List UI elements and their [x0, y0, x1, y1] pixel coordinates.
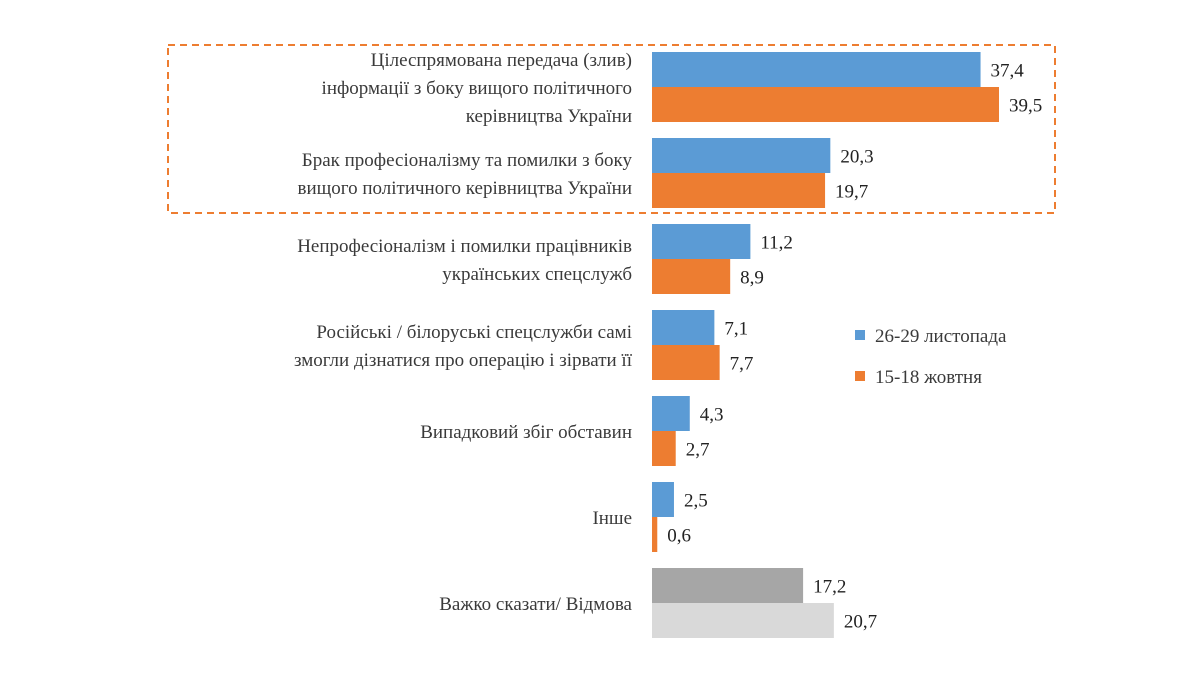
bar-series-1-cat-5	[652, 396, 690, 431]
data-label-series-2-cat-2: 19,7	[835, 182, 868, 203]
data-label-series-1-cat-1: 37,4	[991, 61, 1025, 82]
bar-series-2-cat-1	[652, 87, 999, 122]
bar-series-2-cat-5	[652, 431, 676, 466]
data-label-series-2-cat-3: 8,9	[740, 268, 764, 289]
category-label-6-line-1: Інше	[592, 508, 632, 529]
data-label-series-1-cat-2: 20,3	[840, 147, 873, 168]
data-label-series-2-cat-1: 39,5	[1009, 96, 1042, 117]
data-label-series-1-cat-6: 2,5	[684, 491, 708, 512]
data-label-series-2-cat-5: 2,7	[686, 440, 710, 461]
legend-swatch-series-2	[855, 371, 865, 381]
category-label-4-line-2: змогли дізнатися про операцію і зірвати …	[294, 350, 633, 371]
data-label-series-2-cat-7: 20,7	[844, 612, 877, 633]
category-label-7-line-1: Важко сказати/ Відмова	[439, 594, 632, 615]
category-label-3-line-1: Непрофесіоналізм і помилки працівників	[297, 236, 632, 257]
data-label-series-1-cat-4: 7,1	[724, 319, 748, 340]
category-label-5-line-1: Випадковий збіг обставин	[420, 422, 632, 443]
data-label-series-1-cat-3: 11,2	[760, 233, 793, 254]
bar-series-1-cat-2	[652, 138, 831, 173]
category-label-3-line-2: українських спецслужб	[442, 264, 632, 285]
plot-area: 37,4 39,5 Цілеспрямована передача (злив) ін…	[294, 50, 1042, 638]
data-label-series-2-cat-4: 7,7	[730, 354, 754, 375]
category-label-4-line-1: Російські / білоруські спецслужби самі	[316, 322, 632, 343]
legend-label-series-1: 26-29 листопада	[875, 326, 1007, 347]
data-label-series-1-cat-7: 17,2	[813, 577, 846, 598]
bar-series-2-cat-7	[652, 603, 834, 638]
bar-series-1-cat-6	[652, 482, 674, 517]
data-label-series-1-cat-5: 4,3	[700, 405, 724, 426]
bar-series-2-cat-6	[652, 517, 658, 552]
category-label-2-line-2: вищого політичного керівництва України	[298, 178, 633, 199]
bar-series-2-cat-3	[652, 259, 731, 294]
legend-label-series-2: 15-18 жовтня	[875, 367, 982, 388]
bar-series-1-cat-3	[652, 224, 751, 259]
bar-series-1-cat-7	[652, 568, 804, 603]
data-label-series-2-cat-6: 0,6	[667, 526, 691, 547]
legend-swatch-series-1	[855, 330, 865, 340]
category-label-2-line-1: Брак професіоналізму та помилки з боку	[302, 150, 633, 171]
bar-series-1-cat-4	[652, 310, 715, 345]
bar-series-2-cat-2	[652, 173, 826, 208]
bar-series-2-cat-4	[652, 345, 720, 380]
bar-series-1-cat-1	[652, 52, 981, 87]
legend: 26-29 листопада 15-18 жовтня	[855, 326, 1007, 388]
category-label-1-line-2: інформації з боку вищого політичного	[322, 78, 632, 99]
category-label-1-line-3: керівництва України	[466, 106, 632, 127]
category-label-1-line-1: Цілеспрямована передача (злив)	[371, 50, 632, 71]
